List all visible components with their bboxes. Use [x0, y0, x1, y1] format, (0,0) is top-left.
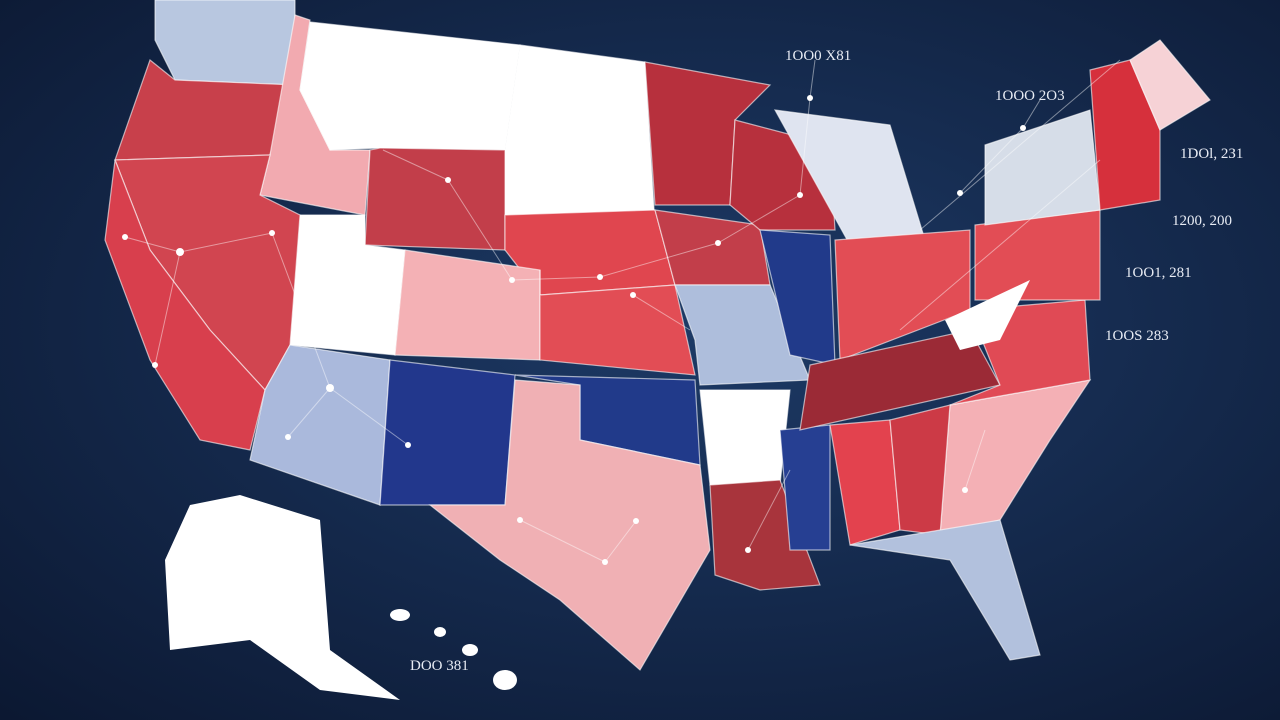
state: [154, 0, 296, 86]
map-label: 1200, 200: [1172, 213, 1232, 229]
state: [709, 479, 821, 591]
state: [428, 379, 711, 671]
state: [1129, 39, 1211, 131]
state: [299, 21, 521, 151]
state: [889, 404, 951, 536]
state: [379, 359, 516, 506]
network: [122, 59, 1121, 565]
hawaii: [462, 644, 478, 656]
hawaii: [493, 670, 517, 690]
labels: 1OO0 X81 1OOO 2O3 1DOl, 2З1 1200, 200 1O…: [410, 48, 1243, 674]
state: [849, 519, 1041, 661]
state: [699, 389, 791, 486]
state: [1089, 59, 1161, 211]
hawaii: [434, 627, 446, 637]
hawaii: [390, 609, 410, 621]
states: [104, 0, 1211, 700]
map-label: 1DOl, 2З1: [1180, 146, 1243, 162]
map-label: 1OO0 X81: [785, 48, 851, 64]
state: [364, 147, 506, 251]
state: [504, 44, 656, 226]
state: [104, 159, 266, 451]
state: [249, 344, 391, 506]
state: [394, 249, 541, 361]
map-label: 1OO1, 281: [1125, 265, 1192, 281]
map-label: 1OOS 283: [1105, 328, 1169, 344]
map-label: DOO 381: [410, 658, 469, 674]
state: [945, 280, 1030, 350]
state: [674, 284, 811, 386]
state: [539, 270, 696, 376]
alaska: [165, 495, 400, 700]
map-label: 1OOO 2O3: [995, 88, 1065, 104]
